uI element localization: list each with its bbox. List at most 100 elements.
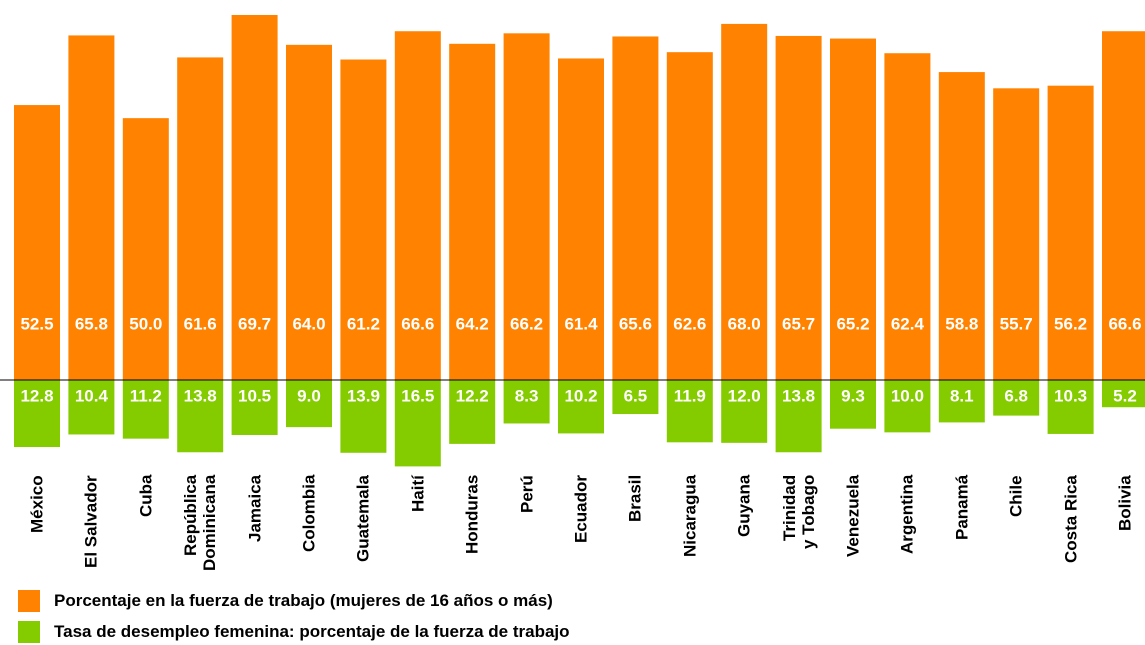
- value-label: 11.9: [674, 386, 706, 405]
- value-label: 8.3: [515, 386, 539, 405]
- bar: [286, 380, 332, 428]
- bar: [721, 380, 768, 443]
- bar: [503, 380, 550, 424]
- bar: [1047, 85, 1094, 381]
- bar: [122, 118, 169, 380]
- bar: [612, 36, 659, 381]
- value-label: 58.8: [945, 314, 978, 333]
- bar: [993, 88, 1040, 380]
- bar: [558, 58, 604, 381]
- bar: [558, 380, 604, 434]
- bar: [177, 57, 224, 380]
- value-label: 12.2: [456, 386, 489, 405]
- bar: [231, 15, 278, 380]
- bar: [666, 52, 713, 380]
- value-label: 69.7: [238, 314, 271, 333]
- bar: [721, 23, 768, 381]
- x-tick-label: Costa Rica: [1061, 475, 1081, 563]
- bar: [884, 380, 931, 433]
- legend-item: Porcentaje en la fuerza de trabajo (muje…: [18, 590, 553, 612]
- value-label: 61.6: [184, 314, 217, 333]
- value-label: 5.2: [1113, 386, 1137, 405]
- bar: [938, 72, 985, 380]
- x-tick-label: Brasil: [625, 475, 645, 523]
- x-tick-label: Nicaragua: [680, 475, 700, 558]
- x-tick-label: El Salvador: [81, 475, 101, 568]
- value-label: 66.6: [401, 314, 434, 333]
- value-label: 12.8: [20, 386, 53, 405]
- bar: [231, 380, 278, 435]
- x-tick-label: Perú: [517, 475, 537, 513]
- bar: [775, 35, 822, 381]
- x-tick-label: República Dominicana: [181, 475, 220, 572]
- bar: [449, 380, 496, 444]
- value-label: 10.2: [564, 386, 597, 405]
- x-tick-label: México: [27, 475, 47, 533]
- bar: [1047, 380, 1094, 434]
- value-label: 64.0: [292, 314, 325, 333]
- value-label: 65.6: [619, 314, 652, 333]
- x-tick-label: Argentina: [897, 475, 917, 555]
- bar: [1102, 31, 1145, 381]
- value-label: 13.9: [347, 386, 380, 405]
- value-label: 10.3: [1054, 386, 1087, 405]
- bar: [177, 380, 224, 453]
- value-label: 68.0: [728, 314, 761, 333]
- bar: [14, 380, 60, 448]
- x-tick-label: Ecuador: [571, 475, 591, 544]
- bar: [68, 380, 115, 435]
- value-label: 10.0: [891, 386, 924, 405]
- value-label: 55.7: [1000, 314, 1033, 333]
- bar: [666, 380, 713, 443]
- value-label: 66.2: [510, 314, 543, 333]
- legend-item: Tasa de desempleo femenina: porcentaje d…: [18, 621, 570, 643]
- value-label: 10.4: [75, 386, 109, 405]
- value-label: 66.6: [1108, 314, 1141, 333]
- value-label: 13.8: [782, 386, 815, 405]
- x-tick-label: Guatemala: [353, 475, 373, 562]
- x-tick-label: Haití: [408, 475, 428, 512]
- x-tick-label: Trinidad y Tobago: [779, 475, 818, 550]
- value-label: 10.5: [238, 386, 271, 405]
- value-label: 62.4: [891, 314, 925, 333]
- legend-swatch: [18, 590, 40, 612]
- value-label: 61.4: [564, 314, 598, 333]
- value-label: 13.8: [184, 386, 217, 405]
- x-tick-label: Guyana: [734, 475, 754, 538]
- bar: [830, 38, 876, 381]
- bar: [394, 380, 441, 467]
- legend-label: Porcentaje en la fuerza de trabajo (muje…: [54, 591, 553, 610]
- value-label: 16.5: [401, 386, 434, 405]
- x-tick-label: Jamaica: [245, 475, 265, 543]
- value-label: 52.5: [20, 314, 53, 333]
- legend-label: Tasa de desempleo femenina: porcentaje d…: [54, 622, 570, 641]
- value-label: 61.2: [347, 314, 380, 333]
- bar: [993, 380, 1040, 416]
- bar: [884, 53, 931, 380]
- bar: [503, 33, 550, 380]
- value-label: 65.2: [836, 314, 869, 333]
- value-label: 65.8: [75, 314, 108, 333]
- bar: [775, 380, 822, 453]
- legend-swatch: [18, 621, 40, 643]
- x-tick-label: Chile: [1006, 475, 1026, 517]
- bar: [830, 380, 876, 429]
- value-label: 65.7: [782, 314, 815, 333]
- bar: [938, 380, 985, 423]
- bar: [394, 31, 441, 381]
- x-tick-label: Colombia: [299, 475, 319, 553]
- value-label: 50.0: [129, 314, 162, 333]
- value-label: 9.3: [841, 386, 865, 405]
- value-label: 56.2: [1054, 314, 1087, 333]
- bar: [1102, 380, 1145, 408]
- value-label: 12.0: [728, 386, 761, 405]
- value-label: 62.6: [673, 314, 706, 333]
- value-label: 8.1: [950, 386, 974, 405]
- bar: [449, 43, 496, 381]
- value-label: 6.5: [624, 386, 648, 405]
- x-tick-label: Bolivia: [1115, 475, 1135, 531]
- value-label: 11.2: [130, 386, 162, 405]
- x-tick-label: Honduras: [462, 475, 482, 555]
